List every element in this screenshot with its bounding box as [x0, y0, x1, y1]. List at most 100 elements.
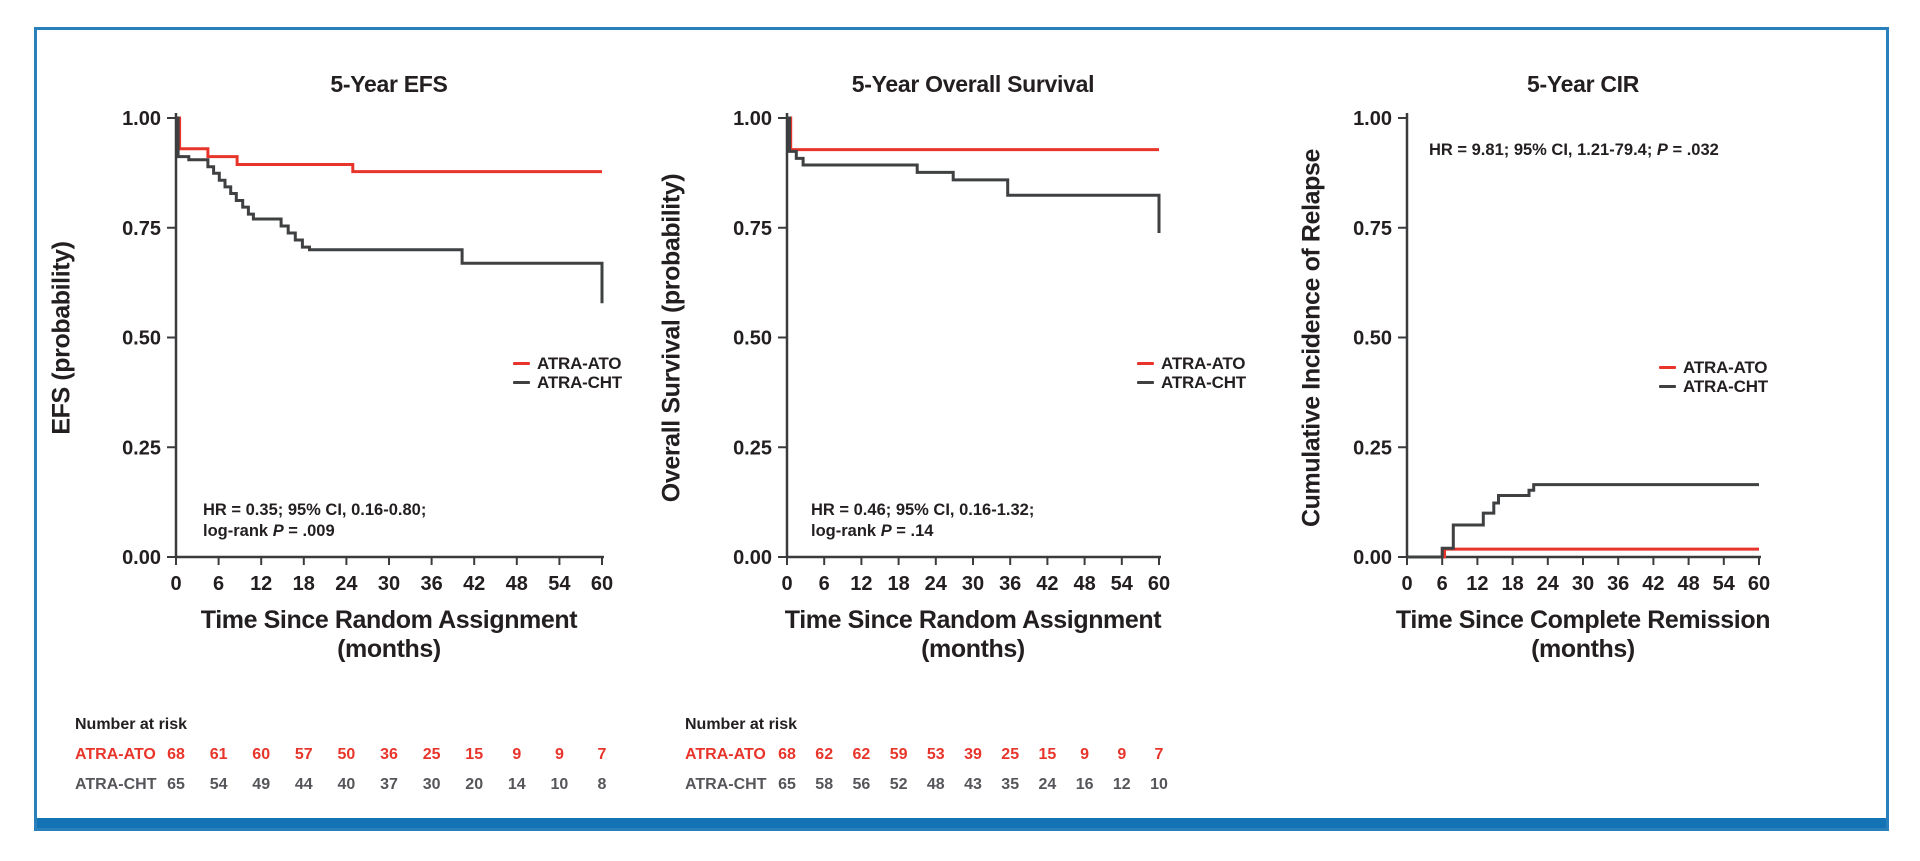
x-tick-label: 12	[850, 573, 872, 595]
p-value: = .009	[283, 522, 335, 540]
p-value: = .032	[1667, 141, 1719, 159]
hr-line1: HR = 0.46; 95% CI, 0.16-1.32;	[811, 501, 1035, 519]
y-axis-ticks: 1.00 0.75 0.50 0.25 0.00	[733, 108, 786, 569]
panel-title: 5-Year Overall Survival	[851, 71, 1095, 98]
x-axis-ticks: 0 6 12 18 24 30 36 42 48 54 60	[781, 557, 1170, 595]
y-tick-label: 0.00	[733, 547, 772, 569]
legend-item-atra-cht: ATRA-CHT	[513, 373, 622, 392]
risk-count: 62	[815, 746, 834, 763]
risk-count: 9	[554, 746, 564, 763]
risk-count: 15	[465, 746, 484, 763]
y-tick-label: 1.00	[1353, 108, 1392, 130]
x-axis-label: Time Since Complete Remission (months)	[1396, 606, 1771, 664]
risk-count: 59	[889, 746, 908, 763]
risk-count: 35	[1001, 776, 1020, 793]
legend-item-atra-ato: ATRA-ATO	[1137, 354, 1246, 373]
hr-line2: log-rank P = .009	[203, 521, 426, 542]
risk-count: 16	[1075, 776, 1094, 793]
x-tick-label: 48	[506, 573, 528, 595]
y-tick-label: 0.25	[1353, 437, 1392, 459]
risk-row-label: ATRA-CHT	[685, 776, 767, 793]
x-tick-label: 24	[925, 573, 948, 595]
x-tick-label: 48	[1677, 573, 1699, 595]
hr-line1: HR = 0.35; 95% CI, 0.16-0.80;	[203, 501, 427, 519]
y-tick-label: 0.50	[1353, 328, 1392, 350]
legend-label: ATRA-CHT	[537, 372, 622, 392]
y-tick-label: 0.50	[733, 328, 772, 350]
risk-row-atra-ato: ATRA-ATO 68 61 60 57 50 36 25 15 9 9 7	[35, 746, 645, 770]
risk-count: 12	[1112, 776, 1131, 793]
hr-annotation: HR = 9.81; 95% CI, 1.21-79.4; P = .032	[1429, 140, 1719, 161]
x-tick-label: 6	[819, 573, 830, 595]
risk-count: 8	[597, 776, 607, 793]
y-tick-label: 0.75	[1353, 218, 1392, 240]
x-tick-label: 30	[378, 573, 400, 595]
x-tick-label: 60	[1148, 573, 1170, 595]
x-axis-label-line2: (months)	[921, 635, 1025, 663]
risk-count: 9	[512, 746, 522, 763]
figure-bottom-bar	[37, 818, 1886, 828]
legend-swatch	[513, 361, 530, 366]
risk-count: 65	[167, 776, 185, 793]
x-axis-label: Time Since Random Assignment (months)	[201, 606, 578, 664]
x-tick-label: 36	[999, 573, 1021, 595]
x-axis-label-line1: Time Since Random Assignment	[784, 606, 1162, 634]
x-tick-label: 60	[1748, 573, 1770, 595]
panel-efs: 5-Year EFS EFS (probability) 1.00 0.75 0.5…	[35, 28, 645, 820]
legend-swatch	[1137, 361, 1154, 366]
legend-swatch	[1659, 384, 1676, 389]
panel-overall-survival: 5-Year Overall Survival Overall Survival…	[645, 28, 1285, 820]
number-at-risk-table: Number at risk ATRA-ATO 68 62 62 59 53 39 25 15 9…	[645, 28, 1285, 820]
x-tick-label: 30	[1572, 573, 1594, 595]
km-curve-atra-cht	[1407, 483, 1759, 559]
x-tick-label: 0	[170, 573, 181, 595]
risk-row-label: ATRA-ATO	[75, 746, 156, 763]
legend-swatch	[513, 380, 530, 385]
risk-count: 10	[1150, 776, 1168, 793]
y-tick-label: 0.75	[122, 218, 161, 240]
x-tick-label: 18	[293, 573, 315, 595]
risk-count: 25	[422, 746, 441, 763]
x-tick-label: 6	[1437, 573, 1448, 595]
p-symbol: P	[880, 522, 892, 540]
number-at-risk-header: Number at risk	[685, 716, 798, 733]
km-plot-os: 1.00 0.75 0.50 0.25 0.00 0 6 12 18 24 30 36 42 48 54 60	[733, 108, 1170, 595]
figure-frame	[34, 27, 1889, 831]
number-at-risk-table: Number at risk ATRA-ATO 68 61 60 57 50 36 25 15 9…	[35, 28, 645, 820]
risk-count: 61	[209, 746, 228, 763]
risk-count: 14	[507, 776, 526, 793]
hr-annotation: HR = 0.46; 95% CI, 0.16-1.32; log-rank P…	[811, 500, 1034, 542]
y-axis-ticks: 1.00 0.75 0.50 0.25 0.00	[122, 108, 175, 569]
p-symbol: P	[1656, 141, 1668, 159]
risk-count: 7	[1154, 746, 1164, 763]
risk-count: 48	[926, 776, 945, 793]
risk-count: 7	[597, 746, 607, 763]
y-tick-label: 0.50	[122, 328, 161, 350]
x-tick-label: 24	[335, 573, 358, 595]
log-rank-text: log-rank	[811, 522, 881, 540]
legend-label: ATRA-ATO	[1683, 357, 1768, 377]
log-rank-text: log-rank	[203, 522, 273, 540]
x-tick-label: 54	[1713, 573, 1736, 595]
risk-count: 68	[778, 746, 796, 763]
x-tick-label: 42	[1642, 573, 1664, 595]
km-plot-cir: 1.00 0.75 0.50 0.25 0.00 0 6 12 18 24 30 36 42 48 54 60	[1353, 108, 1770, 595]
risk-count: 54	[209, 776, 228, 793]
y-tick-label: 0.25	[733, 437, 772, 459]
x-tick-label: 54	[548, 573, 571, 595]
hr-annotation: HR = 0.35; 95% CI, 0.16-0.80; log-rank P…	[203, 500, 426, 542]
risk-count: 56	[852, 776, 871, 793]
y-tick-label: 0.00	[1353, 547, 1392, 569]
risk-count: 39	[964, 746, 982, 763]
legend: ATRA-ATO ATRA-CHT	[1659, 358, 1768, 396]
risk-count: 15	[1038, 746, 1057, 763]
hr-text: HR = 9.81; 95% CI, 1.21-79.4;	[1429, 141, 1657, 159]
x-axis-label-line2: (months)	[1531, 635, 1635, 663]
risk-count: 52	[889, 776, 908, 793]
panel-cir: 5-Year CIR Cumulative Incidence of Relap…	[1285, 28, 1888, 820]
km-curve-atra-cht	[787, 116, 1161, 233]
x-tick-label: 24	[1537, 573, 1560, 595]
legend-swatch	[1137, 380, 1154, 385]
number-at-risk-header: Number at risk	[75, 716, 188, 733]
